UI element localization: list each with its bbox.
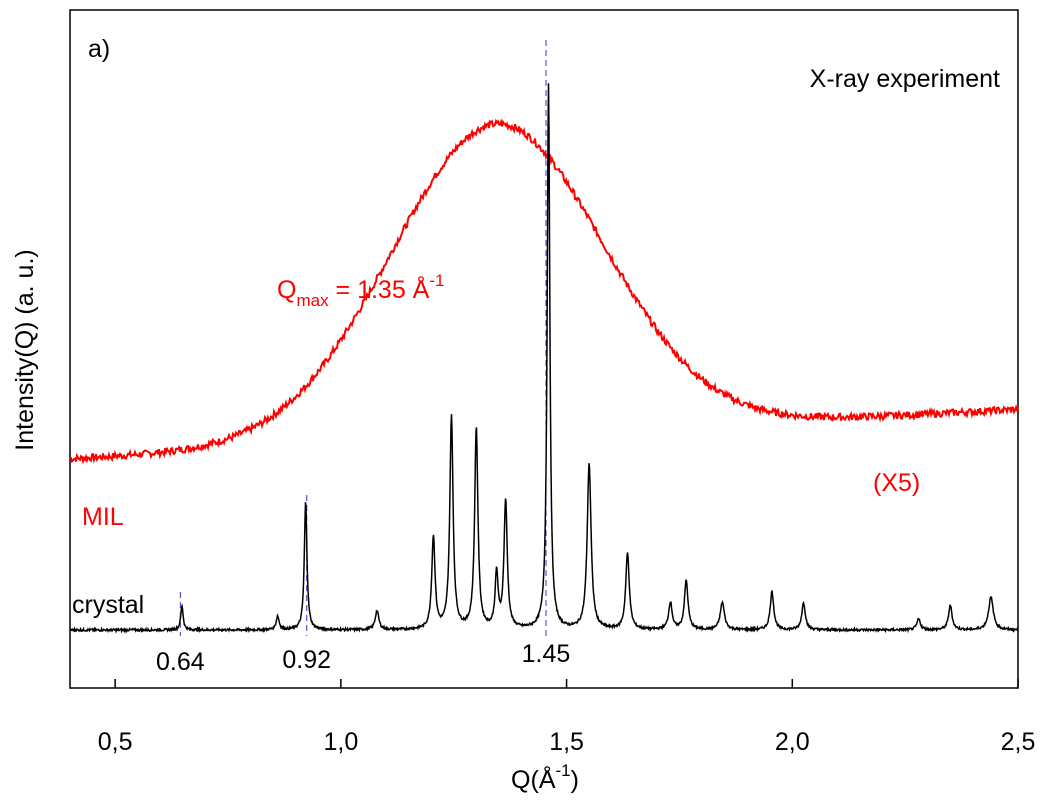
peak-marker-lines — [179, 40, 547, 636]
marker-label-2: 1.45 — [522, 640, 571, 668]
y-axis-label: Intensity(Q) (a. u.) — [11, 249, 39, 450]
series-label-mil: MIL — [82, 503, 124, 531]
x-tick-label-4: 2,5 — [1001, 728, 1036, 756]
x-tick-label-0: 0,5 — [98, 728, 133, 756]
series-scale-label: (X5) — [873, 469, 920, 497]
panel-label: a) — [88, 35, 110, 63]
x-axis-ticks: 0,5 1,0 1,5 2,0 2,5 — [98, 679, 1036, 756]
series-group — [69, 83, 1019, 634]
x-tick-label-2: 1,5 — [549, 728, 584, 756]
marker-label-1: 0.92 — [282, 646, 331, 674]
x-tick-label-1: 1,0 — [323, 728, 358, 756]
series-line-crystal — [69, 83, 1019, 634]
chart-title: X-ray experiment — [810, 65, 1000, 93]
series-line-mil — [69, 118, 1019, 465]
qmax-annotation: Qmax = 1.35 Å-1 — [277, 271, 444, 310]
marker-label-0: 0.64 — [156, 648, 205, 676]
peak-marker-labels: 0.64 0.92 1.45 — [156, 640, 570, 676]
series-label-crystal: crystal — [72, 591, 144, 619]
x-tick-label-3: 2,0 — [775, 728, 810, 756]
x-axis-label: Q(Å-1) — [511, 761, 579, 794]
plot-frame — [69, 9, 1019, 689]
